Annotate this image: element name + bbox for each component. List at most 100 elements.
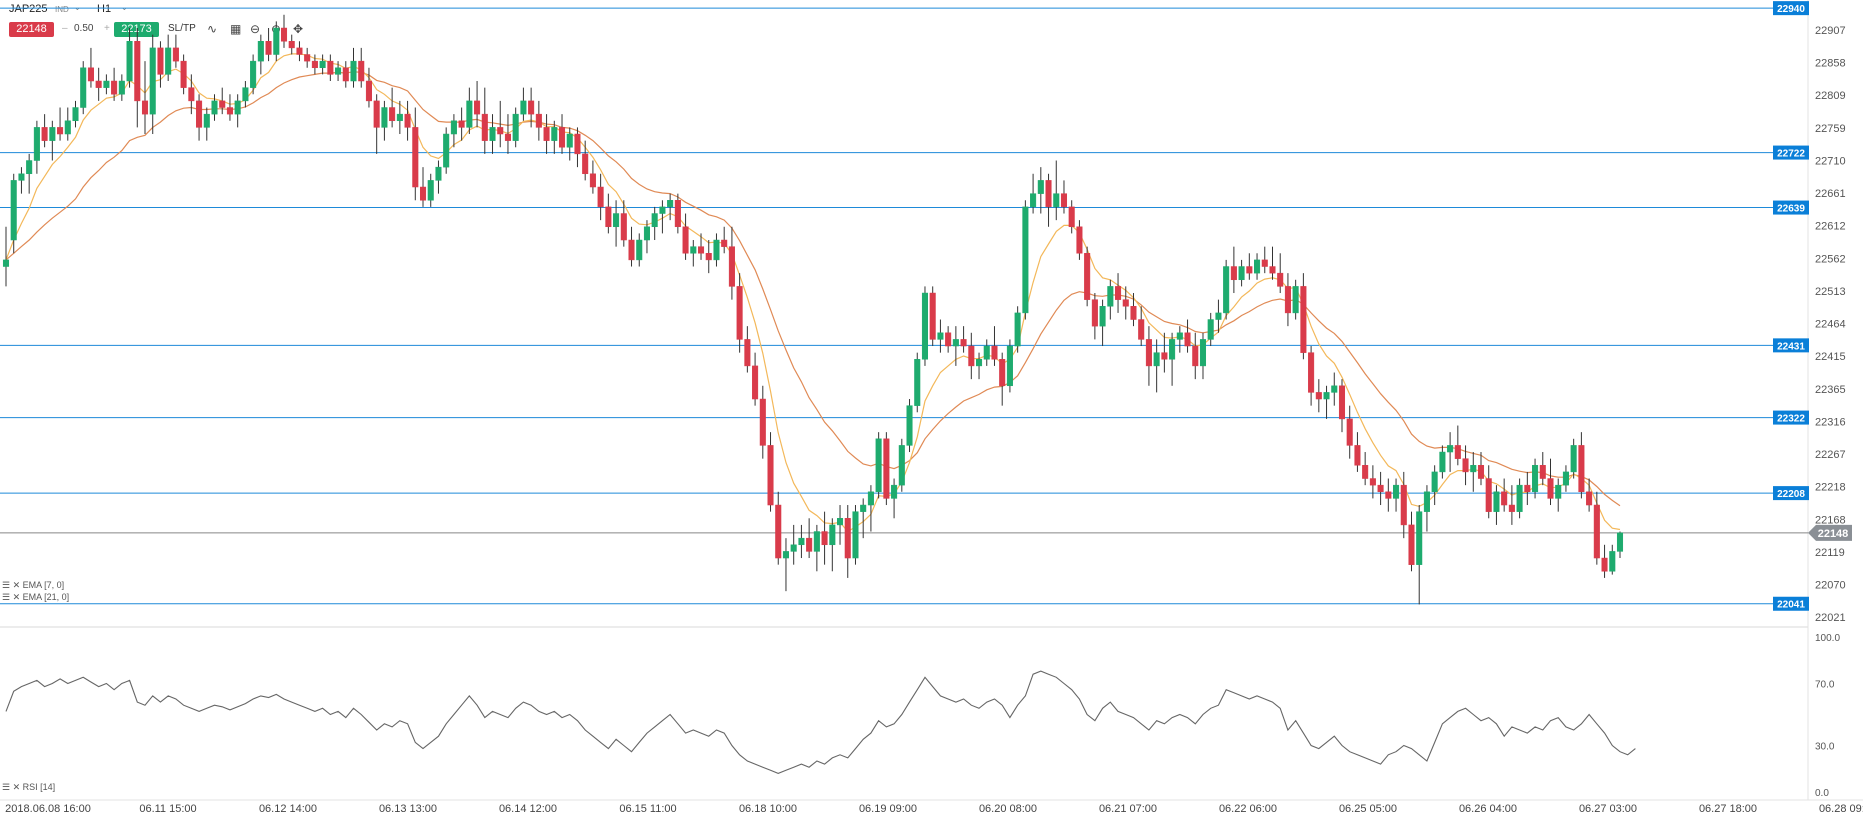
time-tick-label: 06.15 11:00	[619, 803, 676, 815]
level-label-box	[1773, 410, 1809, 425]
candle-bull	[1532, 465, 1539, 493]
candle-bear	[1122, 299, 1129, 307]
candle-bear	[1408, 524, 1415, 565]
candle-bull	[250, 60, 257, 88]
candle-bull	[1570, 445, 1577, 473]
timeframe-selector[interactable]: H1	[97, 3, 112, 15]
candle-bear	[1593, 504, 1600, 559]
candle-bull	[1176, 332, 1183, 340]
candle-bear	[744, 339, 751, 367]
candle-bear	[358, 60, 365, 82]
candle-bear	[373, 100, 380, 128]
candle-bear	[1045, 180, 1052, 208]
candle-bear	[767, 445, 774, 506]
candle-bull	[64, 120, 71, 135]
time-tick-label: 06.18 10:00	[739, 803, 797, 815]
candle-bear	[1362, 465, 1369, 479]
candle-bear	[582, 153, 589, 175]
price-tick-label: 22809	[1815, 90, 1846, 102]
candle-bear	[311, 60, 318, 69]
sltp-button[interactable]: SL/TP	[168, 23, 196, 34]
candle-bear	[474, 100, 481, 115]
candle-bear	[1277, 272, 1284, 287]
candle-bear	[280, 27, 288, 42]
symbol-selector[interactable]: JAP225	[9, 3, 48, 15]
time-tick-label: 06.21 07:00	[1099, 803, 1157, 815]
candle-bear	[365, 80, 372, 102]
candle-bear	[404, 113, 411, 128]
level-label-box	[1773, 145, 1809, 160]
candle-bull	[203, 113, 210, 128]
candle-bear	[528, 100, 535, 115]
candle-bear	[180, 60, 187, 88]
candle-bull	[72, 107, 79, 122]
candle-bear	[1145, 339, 1152, 367]
candle-bull	[319, 60, 326, 69]
candle-bear	[1400, 484, 1407, 526]
level-label: 22940	[1777, 4, 1805, 15]
candle-bear	[1300, 286, 1307, 353]
rsi-legend[interactable]: ☰ ✕ RSI [14]	[2, 782, 56, 792]
candle-bull	[952, 339, 959, 347]
candle-bear	[1192, 345, 1199, 367]
price-tick-label: 22415	[1815, 351, 1846, 363]
candle-bull	[983, 345, 990, 360]
candle-bull	[1030, 193, 1037, 208]
spread-plus-button[interactable]: +	[104, 23, 110, 34]
candle-bear	[1501, 491, 1508, 506]
candle-bear	[481, 113, 488, 141]
candle-bull	[1107, 286, 1114, 307]
candle-bull	[242, 87, 249, 102]
candle-bear	[188, 87, 195, 102]
rsi-tick-label: 70.0	[1815, 680, 1835, 691]
chevron-down-icon[interactable]: ⌄	[121, 3, 128, 12]
candle-bear	[752, 365, 759, 400]
trend-icon[interactable]: ∿	[207, 22, 218, 36]
candle-bear	[172, 47, 179, 62]
level-label: 22041	[1777, 600, 1805, 611]
candle-bear	[57, 127, 64, 135]
candle-bear	[968, 345, 975, 367]
candle-bear	[1477, 465, 1485, 479]
candle-bear	[1130, 306, 1137, 320]
candle-bear	[543, 127, 550, 141]
ema-slow-legend[interactable]: ☰ ✕ EMA [21, 0]	[2, 592, 70, 602]
time-tick-label: 06.25 05:00	[1339, 803, 1397, 815]
candle-bull	[1292, 286, 1299, 314]
sell-button[interactable]: 22148	[9, 22, 54, 37]
candle-bear	[705, 253, 712, 261]
candle-bear	[504, 133, 511, 141]
candle-bull	[1470, 465, 1477, 473]
candle-bear	[535, 113, 542, 128]
move-icon[interactable]: ✥	[293, 22, 304, 36]
candle-bear	[87, 67, 94, 82]
buy-button[interactable]: 22173	[114, 22, 159, 37]
candle-bull	[1416, 511, 1423, 565]
candle-bull	[26, 160, 33, 175]
candle-bear	[1115, 286, 1122, 300]
candle-bull	[1331, 385, 1338, 393]
ema-slow-label: EMA [21, 0]	[22, 592, 70, 602]
candle-bear	[412, 127, 419, 188]
chevron-down-icon[interactable]: ⌄	[74, 3, 81, 12]
candle-bear	[1284, 286, 1291, 314]
candle-bull	[1439, 451, 1446, 473]
level-label-box	[1773, 200, 1809, 215]
candle-bull	[891, 484, 898, 499]
price-tick-label: 22907	[1815, 25, 1846, 37]
spread-minus-button[interactable]: –	[62, 23, 68, 34]
candle-bull	[450, 120, 457, 135]
candle-bull	[713, 239, 720, 261]
candle-bull	[381, 107, 388, 128]
candles-icon[interactable]: ▦	[230, 22, 242, 36]
candle-bear	[1261, 259, 1268, 267]
candle-bear	[41, 127, 48, 141]
ema-slow-line	[5, 71, 1621, 507]
zoom-out-icon[interactable]: ⊖	[250, 22, 261, 36]
candle-bear	[1091, 299, 1098, 327]
candle-bear	[1369, 478, 1376, 486]
ema-fast-legend[interactable]: ☰ ✕ EMA [7, 0]	[2, 580, 65, 590]
candle-bear	[134, 41, 141, 102]
candle-bear	[265, 41, 272, 55]
